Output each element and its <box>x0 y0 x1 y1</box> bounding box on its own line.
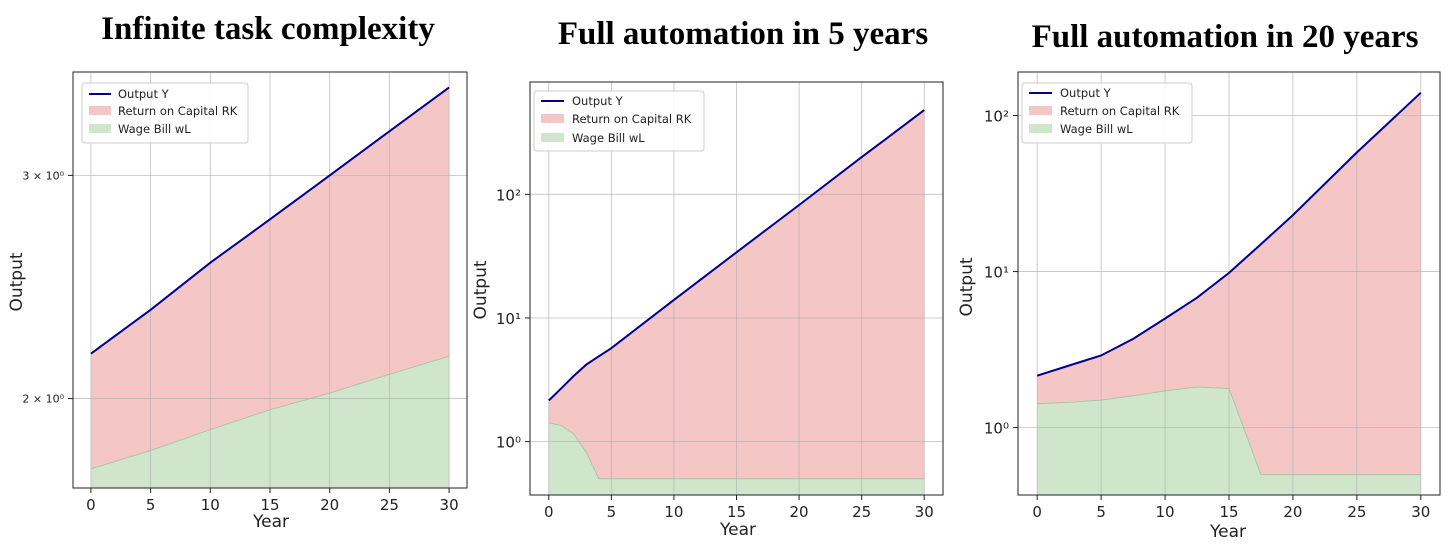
legend-green-swatch <box>541 133 564 142</box>
x-tick-label: 20 <box>320 496 339 514</box>
chart-title: Infinite task complexity <box>101 11 435 47</box>
x-tick-label: 0 <box>544 503 554 521</box>
axes-frame <box>529 81 944 496</box>
legend-item-output: Output Y <box>572 94 624 108</box>
x-tick-label: 20 <box>1283 503 1302 521</box>
x-tick-label: 30 <box>1411 503 1430 521</box>
legend-green-swatch <box>1029 124 1052 133</box>
y-axis-label: Output <box>957 257 977 316</box>
legend-item-return-on-capital: Return on Capital RK <box>118 104 238 118</box>
chart-title: Full automation in 5 years <box>558 16 929 52</box>
x-tick-label: 20 <box>790 503 809 521</box>
x-tick-label: 0 <box>1032 503 1042 521</box>
legend-box <box>81 82 249 144</box>
y-tick-label: 10⁰ <box>496 434 521 452</box>
x-tick-label: 25 <box>1347 503 1366 521</box>
output-line <box>90 86 450 355</box>
y-tick-label: 2 × 10⁰ <box>22 393 64 406</box>
chart-title: Full automation in 20 years <box>1032 19 1419 55</box>
x-tick-label: 5 <box>146 496 156 514</box>
axes-frame <box>1017 71 1441 496</box>
x-tick-label: 15 <box>1219 503 1238 521</box>
legend-item-wage-bill: Wage Bill wL <box>572 131 645 145</box>
chart-panel-infinite-task-complexity: Infinite task complexity Output Year 0 5 1… <box>7 11 468 532</box>
y-tick-label: 10² <box>984 108 1009 126</box>
y-tick-label: 10² <box>496 186 521 204</box>
chart-panel-full-automation-20-years: Full automation in 20 years Output Year … <box>957 19 1441 542</box>
legend-item-output: Output Y <box>1060 86 1112 100</box>
legend-item-wage-bill: Wage Bill wL <box>1060 122 1133 136</box>
legend-box <box>533 90 705 152</box>
y-tick-label: 10⁰ <box>984 420 1009 438</box>
y-tick-label: 3 × 10⁰ <box>22 169 64 182</box>
x-tick-label: 10 <box>664 503 683 521</box>
x-tick-label: 25 <box>852 503 871 521</box>
legend-red-swatch <box>89 106 111 115</box>
x-tick-label: 15 <box>260 496 279 514</box>
x-axis-label: Year <box>719 520 756 540</box>
legend-item-wage-bill: Wage Bill wL <box>118 122 191 136</box>
x-tick-label: 30 <box>915 503 934 521</box>
legend-box <box>1021 82 1193 144</box>
legend-red-swatch <box>541 114 564 123</box>
x-tick-label: 25 <box>380 496 399 514</box>
legend-item-return-on-capital: Return on Capital RK <box>572 112 692 126</box>
x-tick-label: 0 <box>86 496 96 514</box>
x-tick-label: 5 <box>607 503 617 521</box>
x-axis-label: Year <box>252 512 289 532</box>
legend-item-output: Output Y <box>118 87 170 101</box>
x-tick-label: 5 <box>1096 503 1106 521</box>
chart-panel-full-automation-5-years: Full automation in 5 years Output Year 0… <box>471 16 944 540</box>
legend-red-swatch <box>1029 106 1052 115</box>
x-tick-label: 10 <box>201 496 220 514</box>
x-tick-label: 30 <box>440 496 459 514</box>
legend: Output Y Return on Capital RK Wage Bill … <box>81 82 249 144</box>
x-axis-label: Year <box>1209 522 1246 542</box>
legend-item-return-on-capital: Return on Capital RK <box>1060 104 1180 118</box>
y-tick-label: 10¹ <box>496 310 521 328</box>
y-axis-label: Output <box>471 260 491 319</box>
plot-area: 0 5 10 15 20 25 30 10⁰ 10¹ 10² <box>984 71 1441 521</box>
x-tick-label: 10 <box>1156 503 1175 521</box>
wage-bill-edge <box>1037 386 1421 476</box>
legend: Output Y Return on Capital RK Wage Bill … <box>533 90 705 152</box>
legend-green-swatch <box>89 124 111 133</box>
axes-frame <box>72 71 468 489</box>
output-line <box>1036 91 1422 377</box>
legend: Output Y Return on Capital RK Wage Bill … <box>1021 82 1193 144</box>
y-axis-label: Output <box>7 252 27 311</box>
output-line <box>548 109 925 402</box>
x-tick-label: 15 <box>727 503 746 521</box>
plot-area: 0 5 10 15 20 25 30 2 × 10⁰ 3 × 10⁰ <box>22 71 468 514</box>
y-tick-label: 10¹ <box>984 264 1009 282</box>
